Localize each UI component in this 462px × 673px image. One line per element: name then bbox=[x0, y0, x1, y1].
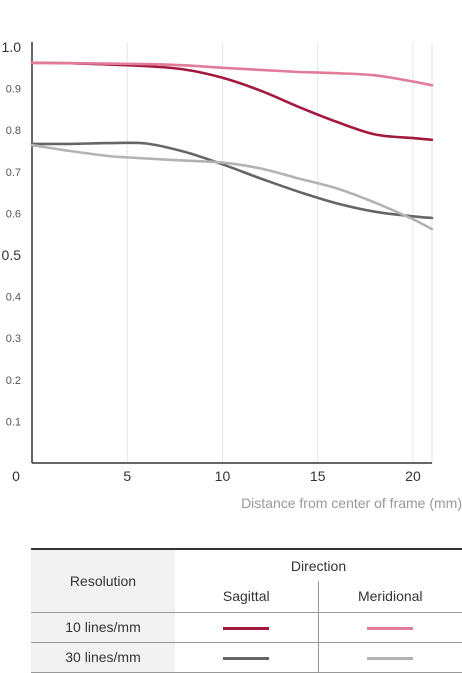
legend-swatch-meridional-10 bbox=[317, 611, 462, 642]
x-axis-label: Distance from center of frame (mm) bbox=[241, 495, 462, 511]
y-tick-label-minor-0: 0.1 bbox=[6, 416, 21, 428]
mtf-chart: 0.51.00.10.20.30.40.60.70.80.9 0 5 10 15 20 … bbox=[2, 39, 462, 511]
y-tick-label-minor-7: 0.9 bbox=[6, 84, 21, 96]
series-line-1 bbox=[30, 61, 434, 87]
swatch-s10 bbox=[223, 626, 270, 630]
series-line-3 bbox=[30, 143, 434, 231]
swatch-m10 bbox=[367, 626, 414, 630]
x-tick-labels: 0 5 10 15 20 bbox=[12, 468, 421, 484]
legend-table: Resolution Direction Sagittal Meridional… bbox=[31, 548, 462, 673]
series-lines bbox=[30, 61, 434, 231]
legend-header-resolution: Resolution bbox=[31, 548, 175, 612]
legend-row-10-label: 10 lines/mm bbox=[31, 611, 175, 642]
x-tick-label-1: 5 bbox=[123, 468, 131, 484]
y-tick-label-minor-6: 0.8 bbox=[6, 125, 21, 137]
y-tick-label-minor-1: 0.2 bbox=[6, 375, 21, 387]
y-tick-label-minor-5: 0.7 bbox=[6, 167, 21, 179]
y-tick-label-minor-4: 0.6 bbox=[6, 208, 21, 220]
x-tick-label-0: 0 bbox=[12, 468, 20, 484]
y-tick-label-major-0: 0.5 bbox=[2, 247, 22, 263]
axes bbox=[31, 42, 432, 464]
legend-col-meridional: Meridional bbox=[317, 581, 462, 612]
x-tick-label-4: 20 bbox=[405, 468, 421, 484]
x-tick-label-3: 15 bbox=[310, 468, 326, 484]
y-tick-labels: 0.5 1.0 0.1 0.2 0.3 0.4 0.6 0.7 0.8 0.9 bbox=[2, 39, 22, 428]
series-line-2 bbox=[30, 141, 434, 220]
grid bbox=[126, 42, 433, 463]
legend-row-30-label: 30 lines/mm bbox=[31, 641, 175, 673]
legend-swatch-meridional-30 bbox=[317, 641, 462, 673]
legend-swatch-sagittal-30 bbox=[175, 641, 318, 673]
swatch-s30 bbox=[223, 656, 270, 660]
y-tick-label-major-1: 1.0 bbox=[2, 39, 22, 55]
legend-header-direction: Direction bbox=[175, 548, 462, 581]
legend-swatch-sagittal-10 bbox=[175, 611, 318, 642]
swatch-m30 bbox=[367, 656, 414, 660]
y-tick-label-minor-3: 0.4 bbox=[6, 292, 21, 304]
legend-col-sagittal: Sagittal bbox=[222, 588, 270, 605]
y-tick-label-minor-2: 0.3 bbox=[6, 333, 21, 345]
x-tick-label-2: 10 bbox=[215, 468, 231, 484]
